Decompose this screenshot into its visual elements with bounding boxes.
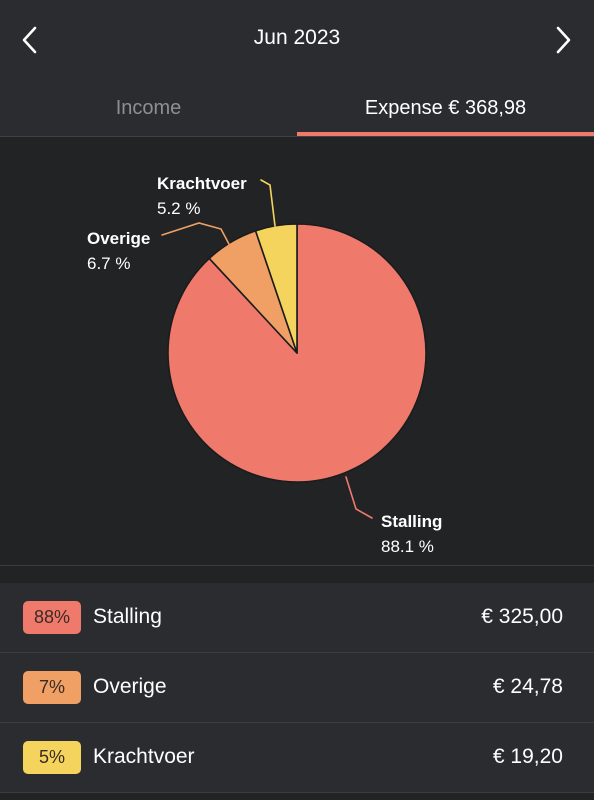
tab-bar: Income Expense € 368,98	[0, 80, 594, 137]
slice-label: Stalling	[381, 512, 442, 531]
slice-percent-label: 88.1 %	[381, 537, 434, 556]
slice-percent-label: 5.2 %	[157, 199, 200, 218]
pie-chart-panel: Stalling 88.1 % Overige 6.7 % Krachtvoer 5.2 …	[0, 137, 594, 566]
slice-percent-label: 6.7 %	[87, 254, 130, 273]
list-item[interactable]: 5% Krachtvoer € 19,20	[0, 723, 594, 793]
category-list: 88% Stalling € 325,00 7% Overige € 24,78…	[0, 583, 594, 793]
month-title: Jun 2023	[253, 26, 341, 49]
leader-line-overige	[161, 222, 231, 247]
month-header: Jun 2023	[0, 0, 594, 80]
tab-expense[interactable]: Expense € 368,98	[364, 96, 527, 119]
expense-pie-chart[interactable]: Stalling 88.1 % Overige 6.7 % Krachtvoer 5.2 …	[0, 137, 594, 565]
chevron-right-icon	[556, 26, 571, 54]
chevron-left-icon	[22, 26, 37, 54]
category-name: Stalling	[93, 605, 162, 628]
percent-badge: 7%	[23, 671, 81, 704]
pie-slice-krachtvoer[interactable]	[254, 223, 298, 354]
category-name: Krachtvoer	[93, 745, 195, 768]
leader-line-krachtvoer	[260, 179, 276, 227]
tab-income[interactable]: Income	[115, 96, 182, 119]
list-item[interactable]: 88% Stalling € 325,00	[0, 583, 594, 653]
next-month-button[interactable]	[546, 22, 580, 58]
percent-badge: 88%	[23, 601, 81, 634]
list-item[interactable]: 7% Overige € 24,78	[0, 653, 594, 723]
previous-month-button[interactable]	[13, 22, 47, 58]
category-amount: € 19,20	[492, 745, 563, 768]
slice-label: Overige	[87, 229, 150, 248]
category-amount: € 325,00	[481, 605, 563, 628]
slice-label: Krachtvoer	[157, 174, 247, 193]
category-amount: € 24,78	[492, 675, 563, 698]
category-name: Overige	[93, 675, 167, 698]
leader-line-stalling	[345, 476, 373, 519]
active-tab-indicator	[297, 132, 594, 136]
percent-badge: 5%	[23, 741, 81, 774]
list-spacer	[0, 566, 594, 583]
